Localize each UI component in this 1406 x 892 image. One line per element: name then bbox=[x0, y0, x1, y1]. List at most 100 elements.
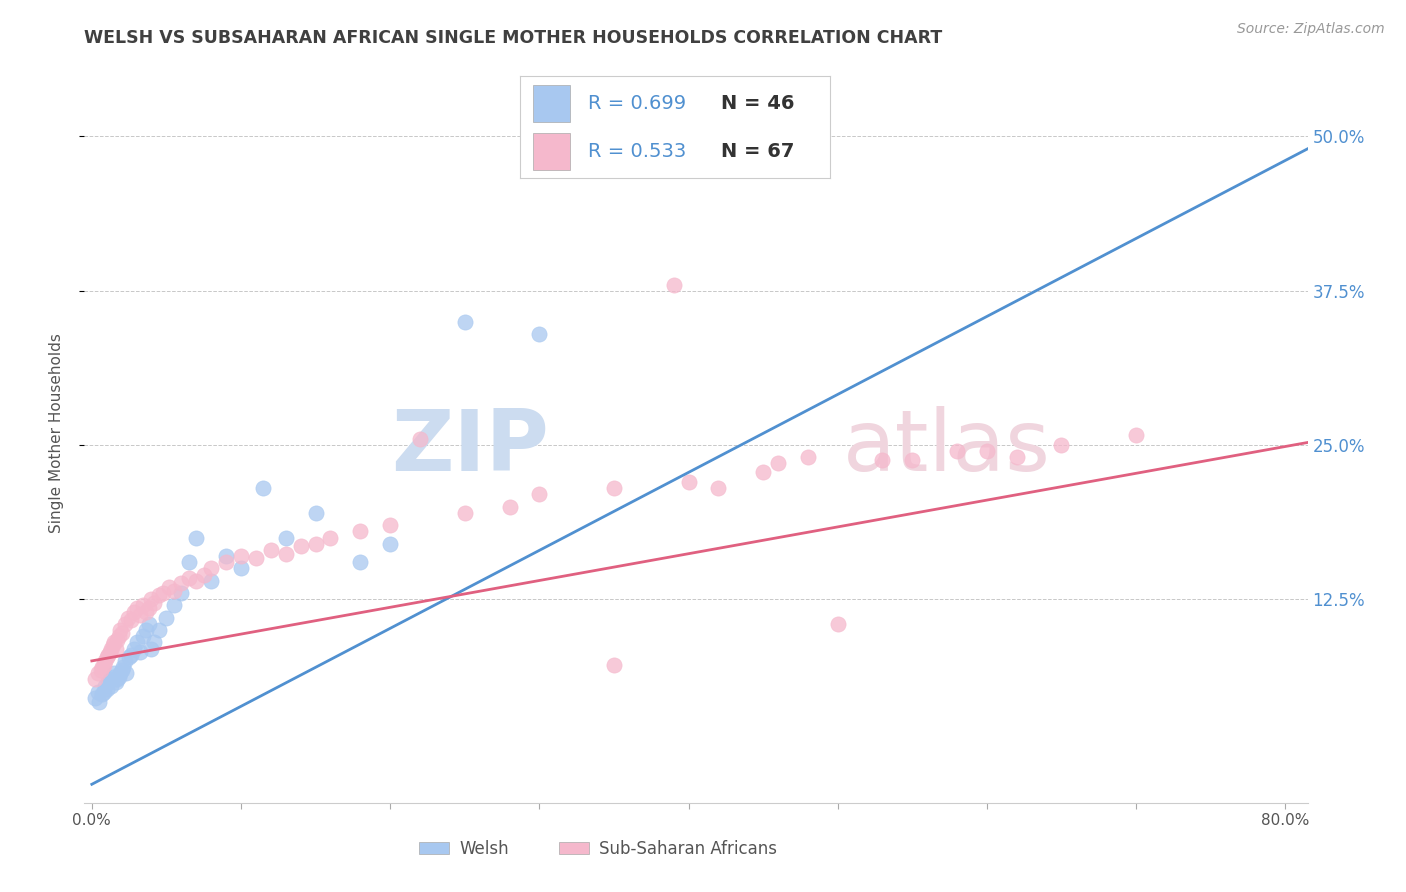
Point bbox=[100, 641, 122, 656]
Point bbox=[274, 547, 297, 561]
Point bbox=[101, 638, 124, 652]
Point bbox=[177, 571, 200, 585]
Point bbox=[707, 481, 730, 495]
Point bbox=[319, 531, 342, 545]
Point bbox=[138, 600, 160, 615]
Point bbox=[118, 650, 141, 665]
Point bbox=[141, 592, 163, 607]
Point bbox=[170, 576, 193, 591]
Point bbox=[120, 613, 142, 627]
Point bbox=[122, 641, 145, 656]
Bar bbox=[533, 133, 569, 170]
Point bbox=[409, 432, 432, 446]
Point bbox=[135, 605, 157, 619]
Point bbox=[170, 586, 193, 600]
Point bbox=[380, 536, 402, 550]
Legend: Welsh, Sub-Saharan Africans: Welsh, Sub-Saharan Africans bbox=[412, 833, 783, 865]
Text: R = 0.699: R = 0.699 bbox=[588, 94, 686, 113]
Point bbox=[93, 685, 115, 699]
Point bbox=[128, 645, 150, 659]
Point bbox=[454, 315, 477, 329]
Point bbox=[143, 635, 166, 649]
Point bbox=[1050, 438, 1073, 452]
Point bbox=[252, 481, 274, 495]
Point bbox=[349, 555, 371, 569]
Text: WELSH VS SUBSAHARAN AFRICAN SINGLE MOTHER HOUSEHOLDS CORRELATION CHART: WELSH VS SUBSAHARAN AFRICAN SINGLE MOTHE… bbox=[84, 29, 942, 47]
Point bbox=[529, 487, 551, 501]
Point bbox=[229, 549, 252, 563]
Bar bbox=[533, 85, 569, 122]
Point bbox=[91, 687, 114, 701]
Point bbox=[94, 654, 117, 668]
Point bbox=[157, 580, 180, 594]
Point bbox=[103, 635, 125, 649]
Point bbox=[274, 531, 297, 545]
Point bbox=[97, 674, 120, 689]
Point bbox=[148, 589, 170, 603]
Point bbox=[112, 660, 135, 674]
Point bbox=[827, 616, 849, 631]
Point bbox=[163, 583, 186, 598]
Point bbox=[125, 600, 148, 615]
Point bbox=[131, 599, 153, 613]
Point bbox=[98, 645, 121, 659]
Point bbox=[177, 555, 200, 569]
Point bbox=[186, 574, 208, 588]
Point bbox=[193, 567, 215, 582]
Point bbox=[104, 674, 127, 689]
Point bbox=[454, 506, 477, 520]
Point bbox=[105, 632, 128, 647]
Point bbox=[131, 629, 153, 643]
Point bbox=[603, 657, 626, 672]
Point bbox=[380, 518, 402, 533]
Point bbox=[155, 611, 177, 625]
Text: atlas: atlas bbox=[842, 406, 1050, 489]
Point bbox=[245, 551, 267, 566]
Point bbox=[117, 611, 139, 625]
Point bbox=[96, 650, 118, 665]
Point bbox=[200, 561, 222, 575]
Point bbox=[229, 561, 252, 575]
Y-axis label: Single Mother Households: Single Mother Households bbox=[49, 333, 63, 533]
Point bbox=[83, 690, 105, 705]
Point bbox=[108, 666, 131, 681]
Point bbox=[98, 673, 121, 687]
Text: N = 67: N = 67 bbox=[721, 142, 794, 161]
Point bbox=[105, 673, 128, 687]
Point bbox=[797, 450, 820, 465]
Point bbox=[97, 648, 120, 662]
Point bbox=[93, 657, 115, 672]
Point bbox=[90, 663, 112, 677]
Point bbox=[1125, 428, 1147, 442]
Text: N = 46: N = 46 bbox=[721, 94, 794, 113]
Point bbox=[141, 641, 163, 656]
Point bbox=[662, 277, 685, 292]
Point bbox=[91, 660, 114, 674]
Point bbox=[135, 623, 157, 637]
Point bbox=[100, 679, 122, 693]
Point bbox=[107, 629, 129, 643]
Point bbox=[529, 326, 551, 341]
Point bbox=[89, 695, 111, 709]
Point bbox=[349, 524, 371, 539]
Point bbox=[115, 666, 138, 681]
Point bbox=[901, 452, 924, 467]
Point bbox=[107, 670, 129, 684]
Point bbox=[186, 531, 208, 545]
Text: ZIP: ZIP bbox=[391, 406, 550, 489]
Point bbox=[94, 679, 117, 693]
Point bbox=[304, 536, 326, 550]
Point bbox=[215, 555, 238, 569]
Point bbox=[87, 666, 110, 681]
Point bbox=[128, 608, 150, 623]
Point bbox=[766, 457, 789, 471]
Point bbox=[200, 574, 222, 588]
Point bbox=[304, 506, 326, 520]
Point bbox=[122, 605, 145, 619]
Point bbox=[96, 682, 118, 697]
Point bbox=[872, 452, 894, 467]
Point bbox=[83, 673, 105, 687]
Point bbox=[260, 542, 283, 557]
Point bbox=[678, 475, 700, 489]
Point bbox=[104, 641, 127, 656]
